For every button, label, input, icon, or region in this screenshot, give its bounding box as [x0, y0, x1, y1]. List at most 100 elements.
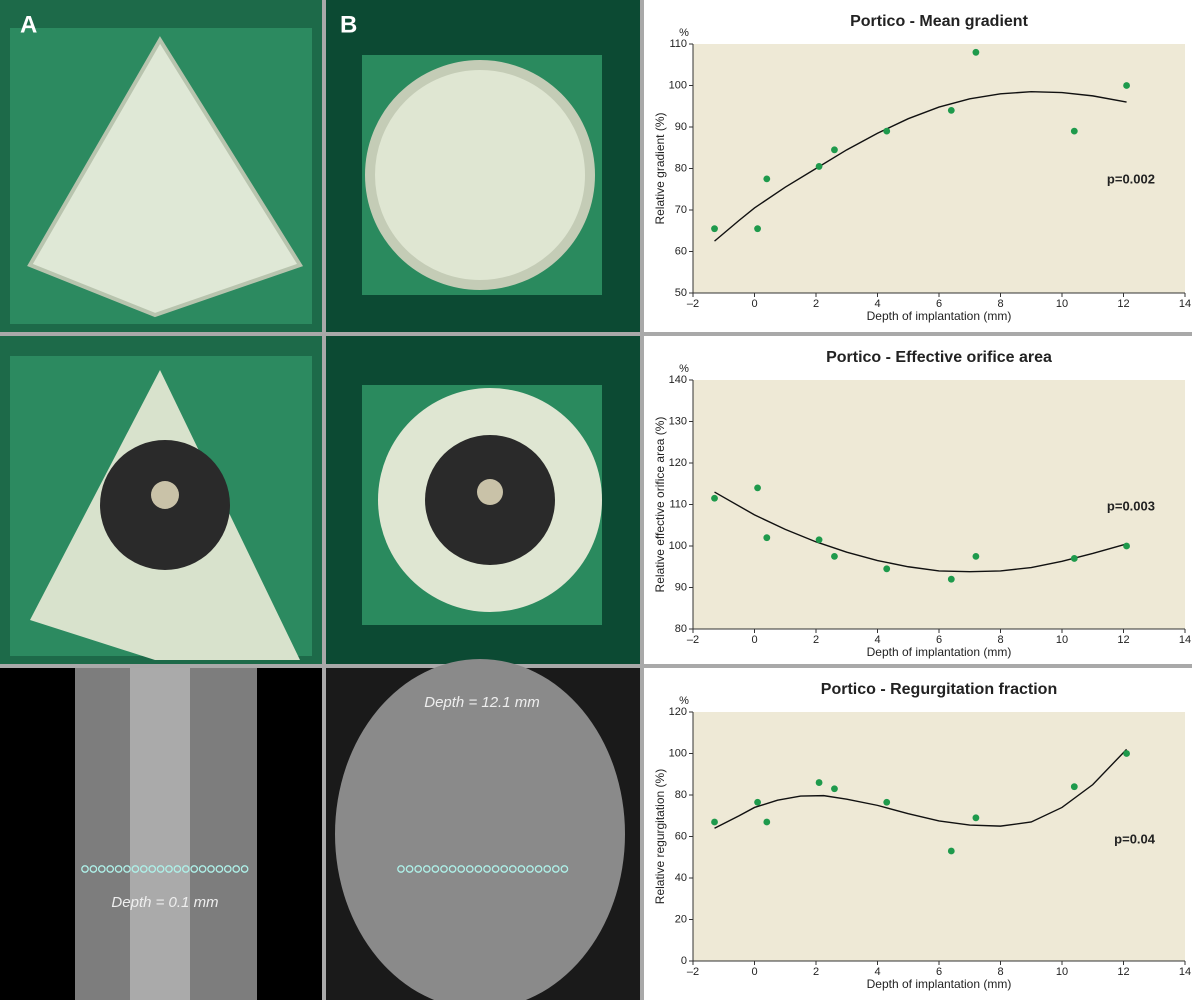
y-unit: % — [679, 27, 689, 39]
y-unit: % — [679, 695, 689, 707]
x-tick-label: 2 — [813, 298, 819, 310]
data-point — [1071, 128, 1078, 135]
depth-caption: Depth = 12.1 mm — [424, 694, 539, 711]
y-tick-label: 120 — [669, 457, 687, 469]
annotation: p=0.04 — [1114, 831, 1156, 846]
data-point — [1071, 555, 1078, 562]
x-tick-label: 6 — [936, 298, 942, 310]
x-tick-label: –2 — [687, 298, 699, 310]
x-tick-label: 10 — [1056, 966, 1068, 978]
depth-caption: Depth = 0.1 mm — [111, 894, 218, 911]
data-point — [948, 848, 955, 855]
x-tick-label: 4 — [874, 634, 880, 646]
data-point — [831, 785, 838, 792]
y-tick-label: 80 — [675, 162, 687, 174]
x-tick-label: 12 — [1117, 966, 1129, 978]
data-point — [1123, 543, 1130, 550]
x-tick-label: 4 — [874, 298, 880, 310]
y-tick-label: 120 — [669, 706, 687, 718]
x-tick-label: 0 — [751, 966, 757, 978]
data-point — [883, 565, 890, 572]
data-point — [1071, 783, 1078, 790]
data-point — [883, 799, 890, 806]
y-axis-label: Relative effective orifice area (%) — [653, 417, 667, 593]
chart-title: Portico - Effective orifice area — [826, 349, 1052, 366]
x-tick-label: 2 — [813, 634, 819, 646]
y-tick-label: 90 — [675, 121, 687, 133]
x-tick-label: 14 — [1179, 966, 1191, 978]
data-point — [816, 779, 823, 786]
x-axis-label: Depth of implantation (mm) — [867, 645, 1012, 659]
data-point — [754, 799, 761, 806]
x-tick-label: 4 — [874, 966, 880, 978]
data-point — [711, 225, 718, 232]
x-tick-label: 8 — [997, 298, 1003, 310]
panel-label: A — [20, 11, 37, 38]
data-point — [711, 495, 718, 502]
x-tick-label: 10 — [1056, 298, 1068, 310]
x-tick-label: 12 — [1117, 634, 1129, 646]
data-point — [763, 175, 770, 182]
y-tick-label: 70 — [675, 204, 687, 216]
xray-a-shaft — [130, 668, 190, 1000]
data-point — [763, 819, 770, 826]
x-tick-label: 8 — [997, 966, 1003, 978]
x-tick-label: 6 — [936, 634, 942, 646]
data-point — [973, 49, 980, 56]
y-tick-label: 20 — [675, 913, 687, 925]
x-tick-label: 8 — [997, 634, 1003, 646]
data-point — [973, 553, 980, 560]
data-point — [1123, 82, 1130, 89]
data-point — [973, 814, 980, 821]
y-tick-label: 100 — [669, 747, 687, 759]
y-tick-label: 50 — [675, 287, 687, 299]
x-tick-label: 0 — [751, 298, 757, 310]
y-tick-label: 60 — [675, 830, 687, 842]
data-point — [883, 128, 890, 135]
y-tick-label: 40 — [675, 872, 687, 884]
data-point — [763, 534, 770, 541]
x-tick-label: 14 — [1179, 298, 1191, 310]
y-tick-label: 110 — [669, 38, 687, 50]
x-tick-label: 0 — [751, 634, 757, 646]
x-tick-label: 2 — [813, 966, 819, 978]
x-tick-label: –2 — [687, 634, 699, 646]
y-tick-label: 60 — [675, 245, 687, 257]
y-tick-label: 110 — [669, 498, 687, 510]
y-tick-label: 80 — [675, 623, 687, 635]
y-unit: % — [679, 363, 689, 375]
y-tick-label: 100 — [669, 540, 687, 552]
data-point — [754, 225, 761, 232]
plot-area — [693, 44, 1185, 293]
y-axis-label: Relative regurgitation (%) — [653, 769, 667, 904]
figure: A B Depth = 0.1 mm Depth = 12.1 mm 50607… — [0, 0, 1192, 1000]
annotation: p=0.003 — [1107, 498, 1155, 513]
data-point — [816, 163, 823, 170]
valve-leaflets — [370, 65, 590, 285]
y-tick-label: 90 — [675, 581, 687, 593]
data-point — [831, 146, 838, 153]
data-point — [1123, 750, 1130, 757]
data-point — [754, 485, 761, 492]
panel-label: B — [340, 11, 357, 38]
annotation: p=0.002 — [1107, 171, 1155, 186]
data-point — [831, 553, 838, 560]
x-tick-label: 10 — [1056, 634, 1068, 646]
plot-area — [693, 712, 1185, 961]
orifice-center — [151, 481, 179, 509]
x-tick-label: 12 — [1117, 298, 1129, 310]
y-tick-label: 130 — [669, 415, 687, 427]
y-tick-label: 80 — [675, 789, 687, 801]
chart-title: Portico - Mean gradient — [850, 13, 1028, 30]
orifice-center — [477, 479, 503, 505]
x-axis-label: Depth of implantation (mm) — [867, 309, 1012, 323]
y-tick-label: 140 — [669, 374, 687, 386]
x-tick-label: 6 — [936, 966, 942, 978]
chart-title: Portico - Regurgitation fraction — [821, 681, 1057, 698]
x-axis-label: Depth of implantation (mm) — [867, 977, 1012, 991]
data-point — [816, 536, 823, 543]
x-tick-label: –2 — [687, 966, 699, 978]
data-point — [711, 819, 718, 826]
x-tick-label: 14 — [1179, 634, 1191, 646]
data-point — [948, 576, 955, 583]
